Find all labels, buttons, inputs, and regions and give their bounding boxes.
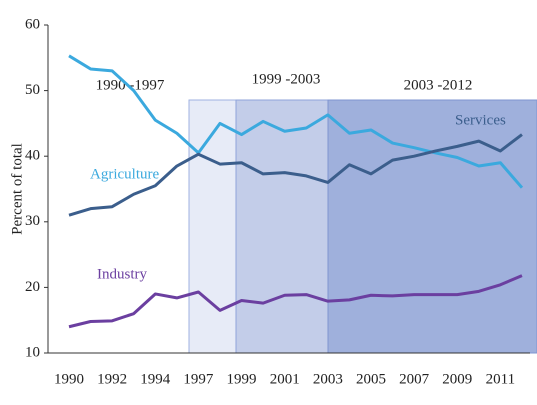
series-line	[68, 274, 523, 329]
period-label: 2003 -2012	[404, 77, 473, 93]
series-label: Agriculture	[90, 166, 159, 182]
series-line	[68, 54, 524, 189]
x-tick-label: 2007	[399, 371, 430, 387]
x-tick-label: 1997	[183, 371, 214, 387]
x-tick-label: 1999	[227, 371, 257, 387]
x-tick-label: 1992	[97, 371, 127, 387]
series-label: Services	[455, 112, 506, 128]
period-shade	[327, 99, 537, 354]
x-tick-label: 2003	[313, 371, 343, 387]
y-tick-label: 20	[25, 279, 40, 295]
period-shade	[188, 99, 237, 354]
x-tick-label: 2011	[486, 371, 515, 387]
y-axis-label: Percent of total	[9, 143, 25, 235]
y-tick-label: 60	[25, 16, 40, 32]
y-tick-label: 50	[25, 82, 40, 98]
series-label: Industry	[97, 266, 147, 282]
x-tick-label: 1994	[140, 371, 171, 387]
x-tick-label: 1990	[54, 371, 84, 387]
x-tick-label: 2001	[270, 371, 300, 387]
y-tick-label: 40	[25, 148, 40, 164]
y-tick-label: 10	[25, 344, 40, 360]
period-label: 1999 -2003	[252, 71, 321, 87]
series-line	[68, 133, 523, 217]
period-shade	[235, 99, 329, 354]
y-tick-label: 30	[25, 213, 40, 229]
x-tick-label: 2005	[356, 371, 386, 387]
x-tick-label: 2009	[442, 371, 472, 387]
